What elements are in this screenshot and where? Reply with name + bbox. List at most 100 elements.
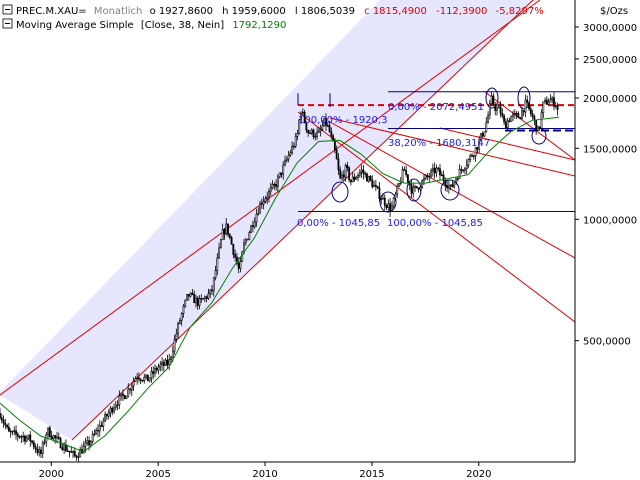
candle-body [127, 388, 130, 397]
y-tick-label: 1500,0000 [583, 144, 637, 155]
candle-body [401, 169, 404, 183]
candle-body [86, 440, 89, 444]
candle-body [494, 104, 497, 111]
candle-body [280, 172, 283, 175]
candle-body [275, 184, 277, 187]
candle-body [469, 155, 472, 160]
candle-body [364, 173, 367, 175]
candle-body [524, 99, 527, 113]
candle-body [487, 114, 489, 124]
y-tick-label: 2500,0000 [583, 55, 637, 66]
candle-body [198, 298, 201, 306]
candle-body [219, 239, 222, 249]
candle-body [492, 95, 495, 105]
candle-body [294, 136, 297, 147]
candle-body [264, 198, 267, 202]
candle-body [474, 147, 477, 157]
trend-channel-line [0, 0, 541, 396]
candle-body [314, 136, 317, 138]
candle-body [373, 184, 375, 188]
candle-body [300, 112, 302, 121]
candle-body [118, 395, 121, 406]
candle-body [180, 313, 183, 321]
candle-body [109, 407, 112, 414]
candle-body [200, 298, 203, 300]
candle-body [47, 427, 49, 435]
candle-body [25, 437, 28, 442]
candle-body [537, 126, 539, 131]
candle-body [138, 377, 140, 380]
candle-body [68, 450, 71, 453]
candle-body [547, 101, 550, 105]
candle-body [278, 172, 281, 178]
plot-area[interactable]: 0,00% - 2072,4951 100,00% - 1920,3 38,20… [0, 0, 575, 462]
candle-body [293, 145, 295, 148]
candle-body [164, 359, 167, 366]
candle-body [241, 251, 244, 262]
candle-body [139, 379, 142, 381]
candle-body [392, 197, 395, 207]
candle-body [312, 129, 315, 138]
candle-body [89, 441, 92, 446]
pattern-circle [440, 179, 460, 201]
candle-body [417, 187, 420, 190]
y-tick-label: 3000,0000 [583, 23, 637, 34]
trend-channel-lines[interactable] [0, 0, 575, 441]
candle-body [260, 202, 263, 205]
candle-body [412, 187, 415, 194]
candle-body [328, 125, 331, 132]
candle-body [508, 120, 511, 122]
y-axis-unit: $/Ozs [600, 6, 628, 17]
candle-body [483, 131, 486, 137]
candle-body [317, 130, 320, 133]
candle-body [323, 118, 326, 127]
header-line-2: Moving Average Simple [Close, 38, Nein] … [16, 20, 286, 31]
candle-body [333, 140, 336, 150]
candle-body [369, 176, 372, 181]
candle-body [506, 120, 509, 128]
candle-body [433, 167, 436, 174]
candle-body [134, 378, 137, 382]
candle-body [107, 412, 110, 417]
candle-body [18, 436, 21, 438]
collapse-icon[interactable] [2, 4, 13, 15]
trend-channel-line [329, 121, 575, 259]
candle-body [24, 435, 26, 442]
candle-body [93, 433, 96, 435]
y-axis[interactable]: 3000,0000 2500,0000 2000,0000 1500,0000 1000… [574, 0, 637, 462]
candle-body [157, 366, 160, 371]
candle-body [211, 289, 213, 292]
fibonacci-labels: 0,00% - 2072,4951 100,00% - 1920,3 38,20… [297, 102, 490, 229]
pattern-circle [485, 87, 499, 109]
candle-body [410, 184, 413, 194]
candle-body [0, 413, 1, 419]
candle-body [451, 184, 454, 188]
candle-body [531, 113, 534, 117]
header-period: Monatlich [94, 6, 143, 17]
candle-body [385, 204, 388, 208]
candle-body [122, 393, 124, 396]
candle-body [501, 112, 504, 117]
candle-body [189, 292, 192, 297]
header-symbol: PREC.M.XAU= [16, 6, 87, 17]
x-axis[interactable]: 2000 2005 2010 2015 2020 [0, 461, 575, 480]
candle-body [376, 185, 379, 189]
candle-body [63, 444, 66, 450]
collapse-icon-ma[interactable] [2, 18, 13, 29]
candle-body [61, 447, 64, 450]
candle-body [271, 184, 274, 189]
candle-body [480, 133, 482, 141]
candle-body [298, 119, 301, 134]
y-tick-label: 2000,0000 [583, 94, 637, 105]
candle-body [248, 232, 251, 240]
candle-body [148, 377, 151, 382]
candle-body [458, 168, 461, 179]
header-change: -112,3900 [436, 6, 487, 17]
candle-body [447, 185, 450, 189]
candle-body [456, 178, 459, 180]
candle-body [355, 177, 358, 180]
candle-body [97, 429, 99, 432]
candle-body [316, 131, 318, 137]
candle-body [129, 388, 131, 391]
